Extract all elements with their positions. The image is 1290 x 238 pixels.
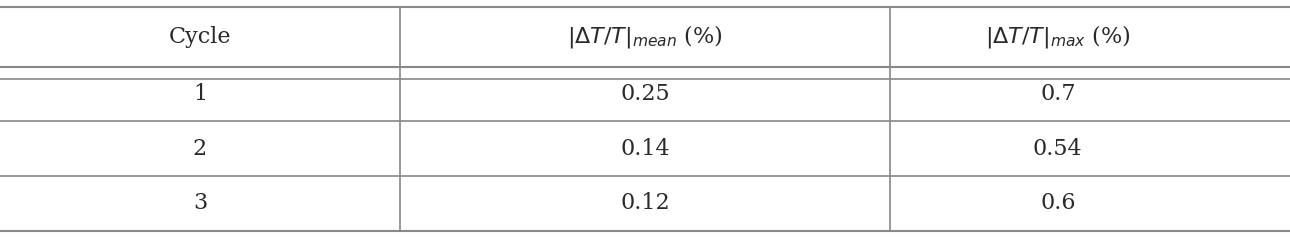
Text: 0.7: 0.7: [1040, 83, 1076, 105]
Text: 0.6: 0.6: [1040, 193, 1076, 214]
Text: $|\Delta T/T|_{max}$ (%): $|\Delta T/T|_{max}$ (%): [986, 23, 1130, 50]
Text: 3: 3: [192, 193, 208, 214]
Text: 2: 2: [194, 138, 206, 160]
Text: 1: 1: [194, 83, 206, 105]
Text: Cycle: Cycle: [169, 26, 231, 48]
Text: 0.12: 0.12: [620, 193, 670, 214]
Text: $|\Delta T/T|_{mean}$ (%): $|\Delta T/T|_{mean}$ (%): [568, 23, 722, 50]
Text: 0.54: 0.54: [1033, 138, 1082, 160]
Text: 0.14: 0.14: [620, 138, 670, 160]
Text: 0.25: 0.25: [620, 83, 670, 105]
